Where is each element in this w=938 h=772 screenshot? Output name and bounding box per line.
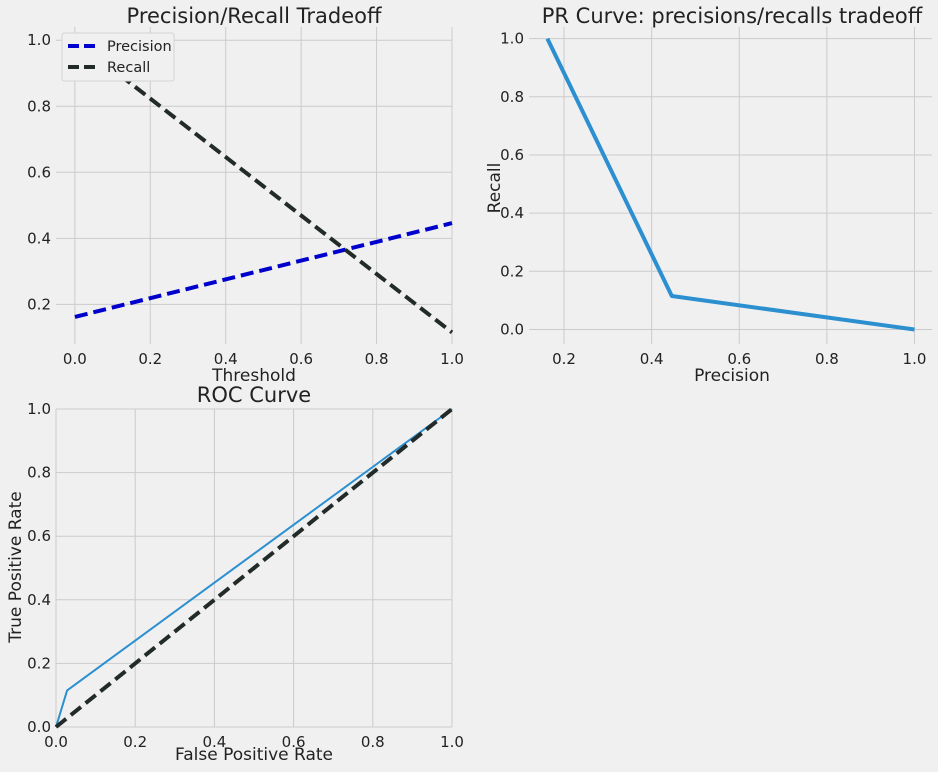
y-tick-label: 0.8 [500, 88, 524, 106]
y-axis-label: True Positive Rate [6, 491, 26, 643]
chart-pr-curve: PR Curve: precisions/recalls tradeoff Pr… [485, 4, 932, 386]
chart-roc-curve: ROC Curve False Positive Rate True Posit… [6, 383, 464, 765]
y-tick-label: 0.0 [500, 320, 524, 338]
y-tick-label: 0.2 [500, 262, 524, 280]
y-tick-label: 0.4 [27, 591, 51, 609]
x-tick-label: 0.2 [123, 733, 147, 751]
y-axis-label: Recall [485, 163, 505, 214]
x-tick-label: 0.8 [365, 350, 389, 368]
chart-title: ROC Curve [197, 383, 311, 407]
legend-label-recall: Recall [107, 60, 150, 76]
x-tick-label: 0.4 [202, 733, 226, 751]
y-tick-label: 1.0 [27, 400, 51, 418]
x-tick-label: 0.6 [289, 350, 313, 368]
x-tick-label: 0.4 [214, 350, 238, 368]
y-tick-label: 1.0 [27, 31, 51, 49]
chart-precision-recall-tradeoff: Precision/Recall Tradeoff Threshold 0.0 0… [27, 4, 464, 386]
x-axis-label: Precision [694, 366, 770, 386]
series-line-0 [55, 408, 453, 728]
x-tick-label: 0.6 [727, 350, 751, 368]
x-tick-label: 0.0 [44, 733, 68, 751]
y-tick-label: 0.2 [27, 295, 51, 313]
legend: Precision Recall [61, 32, 175, 82]
chart-title: Precision/Recall Tradeoff [127, 4, 382, 28]
x-axis-label: False Positive Rate [175, 745, 333, 765]
y-tick-label: 0.8 [27, 464, 51, 482]
x-axis-label: Threshold [211, 366, 296, 386]
chart-title: PR Curve: precisions/recalls tradeoff [542, 4, 923, 28]
y-tick-label: 0.8 [27, 97, 51, 115]
x-tick-label: 0.6 [282, 733, 306, 751]
x-tick-label: 1.0 [903, 350, 927, 368]
y-tick-label: 0.4 [500, 204, 524, 222]
series-line-1 [73, 38, 454, 334]
y-tick-label: 0.4 [27, 229, 51, 247]
y-tick-label: 0.2 [27, 654, 51, 672]
x-tick-label: 0.0 [63, 350, 87, 368]
y-tick-label: 1.0 [500, 30, 524, 48]
series-line-0 [74, 221, 453, 319]
series-line-1 [54, 407, 454, 729]
x-tick-label: 0.4 [640, 350, 664, 368]
y-tick-label: 0.0 [27, 718, 51, 736]
x-tick-label: 0.2 [552, 350, 576, 368]
x-tick-label: 0.8 [815, 350, 839, 368]
series-line-0 [545, 37, 915, 332]
y-tick-label: 0.6 [27, 527, 51, 545]
x-tick-label: 1.0 [440, 350, 464, 368]
x-tick-label: 1.0 [440, 733, 464, 751]
y-tick-label: 0.6 [27, 163, 51, 181]
x-tick-label: 0.8 [361, 733, 385, 751]
legend-label-precision: Precision [107, 39, 172, 55]
y-tick-label: 0.6 [500, 146, 524, 164]
x-tick-label: 0.2 [138, 350, 162, 368]
